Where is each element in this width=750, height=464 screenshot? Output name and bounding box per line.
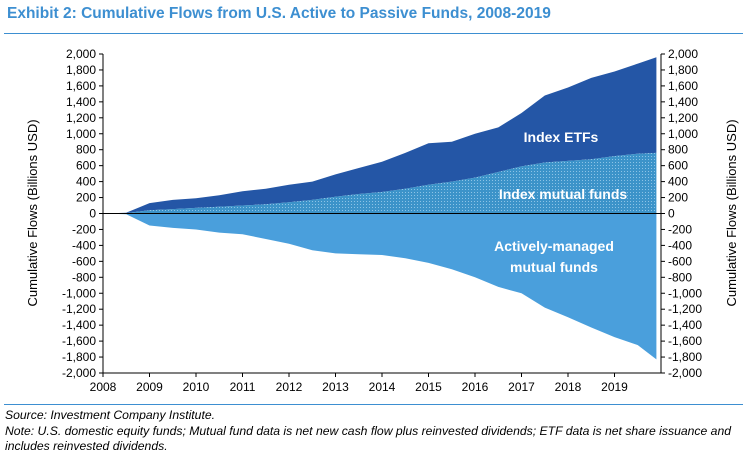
footer-rule <box>4 404 743 405</box>
x-tick-label: 2018 <box>555 380 582 394</box>
annotation-active-line1: Actively-managed <box>494 238 614 254</box>
y-tick-label-left: -800 <box>72 270 96 284</box>
y-tick-label-right: 1,200 <box>668 111 698 125</box>
x-tick-label: 2019 <box>601 380 628 394</box>
x-tick-label: 2011 <box>230 380 256 394</box>
y-tick-label-right: -1,400 <box>668 318 702 332</box>
y-tick-label-left: 1,000 <box>66 127 96 141</box>
y-tick-label-left: 600 <box>76 159 96 173</box>
y-tick-label-left: -2,000 <box>62 366 96 380</box>
series-area-index-etfs <box>103 57 657 214</box>
y-tick-label-left: 1,800 <box>66 63 96 77</box>
y-tick-label-left: 400 <box>76 175 96 189</box>
y-tick-label-right: -600 <box>668 254 692 268</box>
y-tick-label-right: -1,200 <box>668 302 702 316</box>
y-tick-label-right: 200 <box>668 191 688 205</box>
y-tick-label-left: -200 <box>72 222 96 236</box>
y-tick-label-left: -1,200 <box>62 302 96 316</box>
y-tick-label-left: -1,000 <box>62 286 96 300</box>
y-tick-label-left: -1,800 <box>62 350 96 364</box>
y-tick-label-left: 1,200 <box>66 111 96 125</box>
annotation-index-etfs: Index ETFs <box>524 129 599 145</box>
annotation-index-mutual-funds: Index mutual funds <box>499 186 628 202</box>
x-tick-label: 2012 <box>276 380 303 394</box>
annotation-active-line2: mutual funds <box>510 259 598 275</box>
series-area-index-mutual-funds <box>103 152 657 214</box>
y-tick-label-right: 0 <box>668 207 675 221</box>
y-tick-label-right: 400 <box>668 175 688 189</box>
y-tick-label-right: -1,800 <box>668 350 702 364</box>
y-tick-label-left: 2,000 <box>66 47 96 61</box>
y-tick-label-right: 1,600 <box>668 79 698 93</box>
footnote: Note: U.S. domestic equity funds; Mutual… <box>5 424 732 453</box>
x-tick-label: 2017 <box>508 380 535 394</box>
chart-title: Exhibit 2: Cumulative Flows from U.S. Ac… <box>7 5 551 22</box>
y-tick-label-left: 1,400 <box>66 95 96 109</box>
y-tick-label-right: 600 <box>668 159 688 173</box>
y-tick-label-right: 1,000 <box>668 127 698 141</box>
x-tick-label: 2014 <box>369 380 396 394</box>
source-note: Source: Investment Company Institute. <box>5 408 215 422</box>
y-tick-label-right: -1,000 <box>668 286 702 300</box>
y-axis-label-left: Cumulative Flows (Billions USD) <box>25 119 40 306</box>
series-area-actively-managed <box>103 213 657 360</box>
y-tick-label-left: -1,600 <box>62 334 96 348</box>
x-tick-label: 2008 <box>90 380 117 394</box>
y-tick-label-left: -600 <box>72 254 96 268</box>
y-tick-label-right: 800 <box>668 143 688 157</box>
y-tick-label-left: -400 <box>72 238 96 252</box>
title-rule <box>4 33 743 34</box>
chart: 2,000 2,000 1,800 1,800 1,600 1,600 1,400 1,400… <box>25 47 739 394</box>
y-tick-label-left: -1,400 <box>62 318 96 332</box>
y-tick-label-right: -200 <box>668 222 692 236</box>
y-tick-label-right: -2,000 <box>668 366 702 380</box>
y-tick-label-left: 800 <box>76 143 96 157</box>
x-tick-label: 2009 <box>136 380 163 394</box>
y-tick-label-right: -1,600 <box>668 334 702 348</box>
y-tick-label-right: -400 <box>668 238 692 252</box>
x-tick-label: 2015 <box>415 380 442 394</box>
y-tick-label-left: 200 <box>76 191 96 205</box>
x-tick-label: 2013 <box>322 380 349 394</box>
y-axis-label-right: Cumulative Flows (Billions USD) <box>724 119 739 306</box>
x-tick-label: 2010 <box>183 380 210 394</box>
y-tick-label-left: 0 <box>89 207 96 221</box>
y-tick-label-right: 2,000 <box>668 47 698 61</box>
y-tick-label-left: 1,600 <box>66 79 96 93</box>
y-tick-label-right: 1,800 <box>668 63 698 77</box>
y-tick-label-right: 1,400 <box>668 95 698 109</box>
y-tick-label-right: -800 <box>668 270 692 284</box>
x-tick-label: 2016 <box>462 380 489 394</box>
